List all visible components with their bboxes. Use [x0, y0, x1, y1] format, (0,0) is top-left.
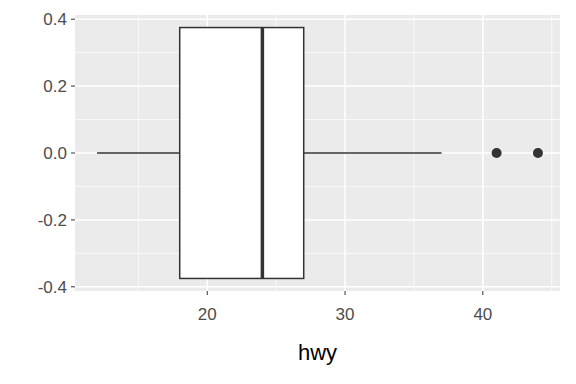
median [261, 28, 265, 279]
grid-line [75, 18, 560, 20]
outlier [533, 148, 543, 158]
tick-label: -0.2 [38, 211, 67, 230]
tick-label: 0.0 [43, 144, 67, 163]
tick [71, 153, 75, 154]
minor-grid [75, 253, 560, 254]
tick [71, 219, 75, 220]
box [180, 28, 304, 279]
whisker [97, 152, 180, 154]
tick-label: 20 [198, 305, 217, 324]
tick [482, 291, 483, 295]
tick [345, 291, 346, 295]
panel [75, 15, 560, 291]
outlier [492, 148, 502, 158]
axis-title: hwy [298, 340, 337, 365]
tick [71, 286, 75, 287]
chart: 20 30 40 -0.4 -0.2 0.0 0.2 0.4 hwy [0, 0, 576, 384]
marks [97, 28, 543, 279]
minor-grid [75, 186, 560, 187]
grid-line [75, 85, 560, 87]
tick-label: -0.4 [38, 278, 67, 297]
tick-label: 40 [473, 305, 492, 324]
grid-line [75, 152, 560, 154]
minor-grid [75, 119, 560, 120]
minor-grid [75, 52, 560, 53]
grid-line [75, 286, 560, 288]
tick-label: 30 [336, 305, 355, 324]
tick-label: 0.4 [43, 10, 67, 29]
tick [71, 19, 75, 20]
whisker [304, 152, 442, 154]
grid-line [75, 219, 560, 221]
tick [71, 86, 75, 87]
tick [207, 291, 208, 295]
tick-label: 0.2 [43, 77, 67, 96]
